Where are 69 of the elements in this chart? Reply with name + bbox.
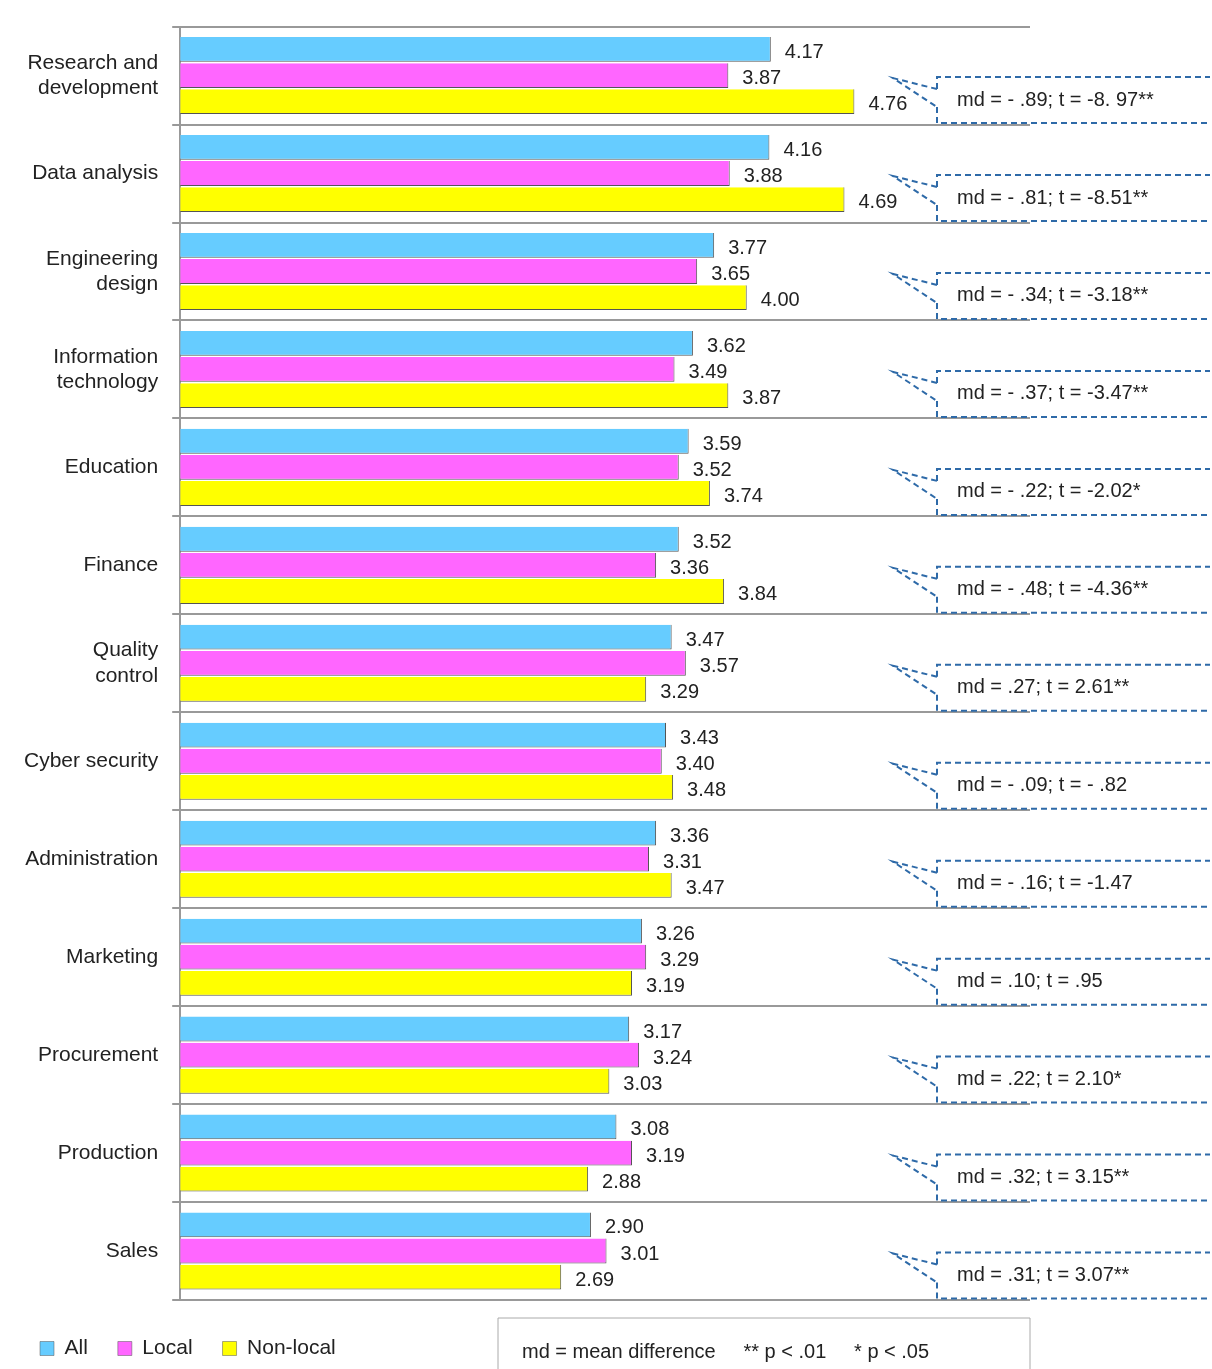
- annotation: md = - .09; t = - .82: [957, 773, 1128, 796]
- data-label: 3.62: [706, 333, 746, 356]
- data-label: 3.74: [723, 484, 763, 507]
- data-label: 3.43: [680, 725, 719, 748]
- annotation: md = - .89; t = -8. 97**: [957, 87, 1154, 110]
- legend-label: Local: [142, 1335, 193, 1359]
- data-label: 3.29: [660, 947, 700, 970]
- y-tick-label: Procurement: [37, 1041, 159, 1065]
- annotation: md = - .16; t = -1.47: [957, 871, 1133, 894]
- annotation: md = .27; t = 2.61**: [957, 675, 1130, 698]
- data-label: 3.40: [675, 751, 715, 774]
- data-label: 3.19: [646, 1143, 685, 1166]
- y-tick-label: Administration: [25, 846, 159, 869]
- data-label: 3.47: [685, 627, 725, 650]
- data-label: 3.52: [692, 457, 732, 480]
- data-label: 4.17: [784, 39, 824, 62]
- data-label: 4.69: [858, 190, 898, 213]
- data-label: 3.59: [702, 431, 742, 454]
- annotation: md = - .37; t = -3.47**: [957, 381, 1149, 404]
- data-label: 3.87: [742, 386, 782, 409]
- data-label: 3.88: [743, 164, 783, 187]
- y-tick-label: Quality control: [92, 637, 159, 686]
- data-label: 3.01: [620, 1241, 660, 1264]
- annotation: md = - .81; t = -8.51**: [957, 185, 1149, 208]
- y-tick-label: Marketing: [66, 943, 159, 967]
- y-tick-label: Sales: [105, 1237, 159, 1261]
- data-label: 3.57: [699, 653, 739, 676]
- annotation: md = .32; t = 3.15**: [957, 1165, 1130, 1188]
- y-tick-label: Cyber security: [24, 748, 159, 772]
- y-tick-label: Data analysis: [32, 160, 159, 184]
- data-label: 3.48: [687, 777, 727, 800]
- data-label: 3.08: [630, 1117, 670, 1140]
- text: md = mean difference ** p < .01 * p < .05: [522, 1339, 930, 1362]
- annotation: md = - .34; t = -3.18**: [957, 283, 1149, 306]
- data-label: 3.24: [653, 1045, 693, 1068]
- data-label: 3.17: [643, 1019, 683, 1042]
- data-label: 3.29: [660, 679, 700, 702]
- data-label: 2.88: [602, 1169, 642, 1192]
- annotation: md = - .48; t = -4.36**: [957, 577, 1149, 600]
- data-label: 3.84: [738, 581, 778, 604]
- data-label: 3.03: [623, 1071, 663, 1094]
- y-tick-label: Education: [64, 454, 159, 478]
- data-label: 4.16: [783, 137, 823, 160]
- legend-label: All: [64, 1335, 88, 1359]
- data-label: 3.49: [688, 359, 728, 382]
- data-label: 3.19: [646, 973, 685, 996]
- data-label: 3.65: [711, 262, 751, 284]
- data-label: 3.26: [655, 921, 695, 944]
- data-label: 2.90: [604, 1215, 644, 1238]
- annotation: md = .31; t = 3.07**: [957, 1263, 1130, 1286]
- data-label: 3.52: [692, 529, 732, 552]
- data-label: 3.36: [670, 555, 710, 578]
- annotation: md = .22; t = 2.10*: [957, 1067, 1122, 1090]
- data-label: 2.69: [575, 1267, 615, 1290]
- data-label: 4.00: [760, 288, 800, 311]
- legend-label: Non-local: [247, 1335, 336, 1359]
- y-tick-label: Production: [57, 1139, 159, 1163]
- y-tick-label: Finance: [83, 552, 159, 576]
- data-label: 3.36: [670, 823, 710, 846]
- data-label: 3.87: [742, 66, 782, 89]
- data-label: 4.76: [868, 92, 908, 115]
- data-label: 3.31: [663, 849, 702, 872]
- annotation: md = .10; t = .95: [957, 969, 1103, 992]
- y-tick-label: Engineering design: [46, 245, 159, 294]
- y-tick-label: Research and development: [27, 49, 159, 98]
- y-tick-label: Information technology: [53, 343, 159, 392]
- annotation: md = - .22; t = -2.02*: [957, 479, 1141, 502]
- data-label: 3.47: [685, 875, 725, 898]
- data-label: 3.77: [728, 235, 768, 258]
